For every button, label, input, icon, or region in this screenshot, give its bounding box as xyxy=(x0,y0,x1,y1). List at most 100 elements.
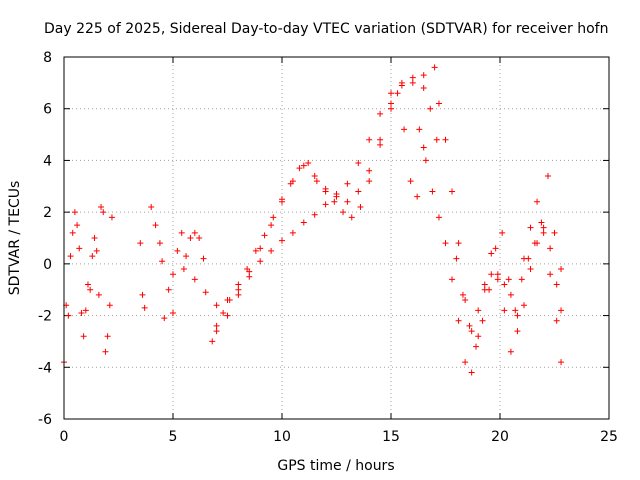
data-point xyxy=(514,328,521,335)
y-tick-label: -6 xyxy=(38,412,52,428)
plot-frame xyxy=(63,56,610,420)
data-point xyxy=(449,188,456,195)
data-point xyxy=(220,309,227,316)
data-point xyxy=(74,222,81,229)
data-point xyxy=(558,266,565,273)
data-point xyxy=(156,240,163,247)
data-point xyxy=(322,185,329,192)
x-tick-label: 15 xyxy=(382,429,400,445)
data-point xyxy=(213,328,220,335)
x-tick-label: 20 xyxy=(491,429,509,445)
data-point xyxy=(137,240,144,247)
data-point xyxy=(420,85,427,92)
data-point xyxy=(407,178,414,185)
data-point xyxy=(473,343,480,350)
data-point xyxy=(420,144,427,151)
data-point xyxy=(170,271,176,278)
data-point xyxy=(91,235,98,241)
data-point xyxy=(226,297,233,304)
data-point xyxy=(209,338,216,345)
data-point xyxy=(486,286,493,293)
data-point xyxy=(76,245,83,252)
data-point xyxy=(180,266,187,273)
data-point xyxy=(442,240,449,247)
data-point xyxy=(313,178,320,185)
data-point xyxy=(235,281,242,288)
data-point xyxy=(279,198,285,205)
y-tick-label: -2 xyxy=(38,309,52,325)
data-point xyxy=(331,198,338,205)
y-tick-label: -4 xyxy=(38,360,52,376)
data-point xyxy=(527,266,534,273)
data-point xyxy=(394,90,401,97)
data-point xyxy=(514,312,521,319)
data-point xyxy=(139,291,146,298)
data-point xyxy=(538,219,545,226)
y-axis-label: SDTVAR / TECUs xyxy=(7,181,23,296)
data-point xyxy=(106,302,113,309)
data-point xyxy=(100,209,107,216)
data-point xyxy=(82,307,89,314)
data-point xyxy=(501,281,508,288)
data-point xyxy=(420,72,427,79)
data-point xyxy=(455,240,462,247)
data-point xyxy=(558,359,565,366)
data-point xyxy=(534,198,541,205)
x-tick-label: 25 xyxy=(600,429,618,445)
data-point xyxy=(348,214,355,221)
data-point xyxy=(435,100,442,107)
data-point xyxy=(355,188,362,195)
data-point xyxy=(366,167,373,174)
data-point xyxy=(422,157,429,164)
data-point xyxy=(468,328,475,335)
data-point xyxy=(224,312,231,319)
data-point xyxy=(416,126,423,133)
data-point xyxy=(468,369,475,376)
data-point xyxy=(431,64,438,71)
data-point xyxy=(507,348,514,355)
x-tick-label: 0 xyxy=(60,429,69,445)
y-tick-label: 8 xyxy=(43,50,52,66)
x-axis-ticks: 0 5 10 15 20 25 xyxy=(60,57,618,445)
data-point xyxy=(499,229,506,236)
data-point xyxy=(518,276,525,283)
data-point xyxy=(527,224,534,231)
data-point xyxy=(433,136,440,143)
data-point xyxy=(200,255,207,262)
data-point xyxy=(377,136,384,143)
data-point xyxy=(187,235,194,241)
data-point xyxy=(494,271,501,278)
data-point xyxy=(547,271,554,278)
data-point xyxy=(558,307,565,314)
data-point xyxy=(344,180,351,187)
data-point xyxy=(161,315,168,322)
data-point xyxy=(409,74,416,81)
data-point xyxy=(427,105,434,112)
data-point xyxy=(95,291,102,298)
data-point xyxy=(475,333,482,340)
data-point xyxy=(300,219,307,226)
data-point xyxy=(507,291,514,298)
data-point xyxy=(462,359,469,366)
data-point xyxy=(540,224,547,231)
data-point xyxy=(268,222,275,229)
data-point xyxy=(67,253,74,260)
y-tick-label: 4 xyxy=(43,153,52,169)
data-point xyxy=(300,162,307,169)
data-point xyxy=(481,281,488,288)
x-tick-label: 5 xyxy=(169,429,178,445)
data-point xyxy=(388,100,394,107)
data-point xyxy=(296,165,303,172)
data-point xyxy=(488,250,495,257)
data-point xyxy=(305,160,312,167)
data-point xyxy=(322,201,329,208)
data-point xyxy=(104,333,111,340)
data-point xyxy=(252,247,259,254)
data-point xyxy=(183,253,190,260)
grid-lines xyxy=(64,57,609,419)
data-point xyxy=(84,281,91,288)
data-point xyxy=(388,105,394,112)
chart-title: Day 225 of 2025, Sidereal Day-to-day VTE… xyxy=(44,21,608,37)
data-point xyxy=(159,258,166,265)
